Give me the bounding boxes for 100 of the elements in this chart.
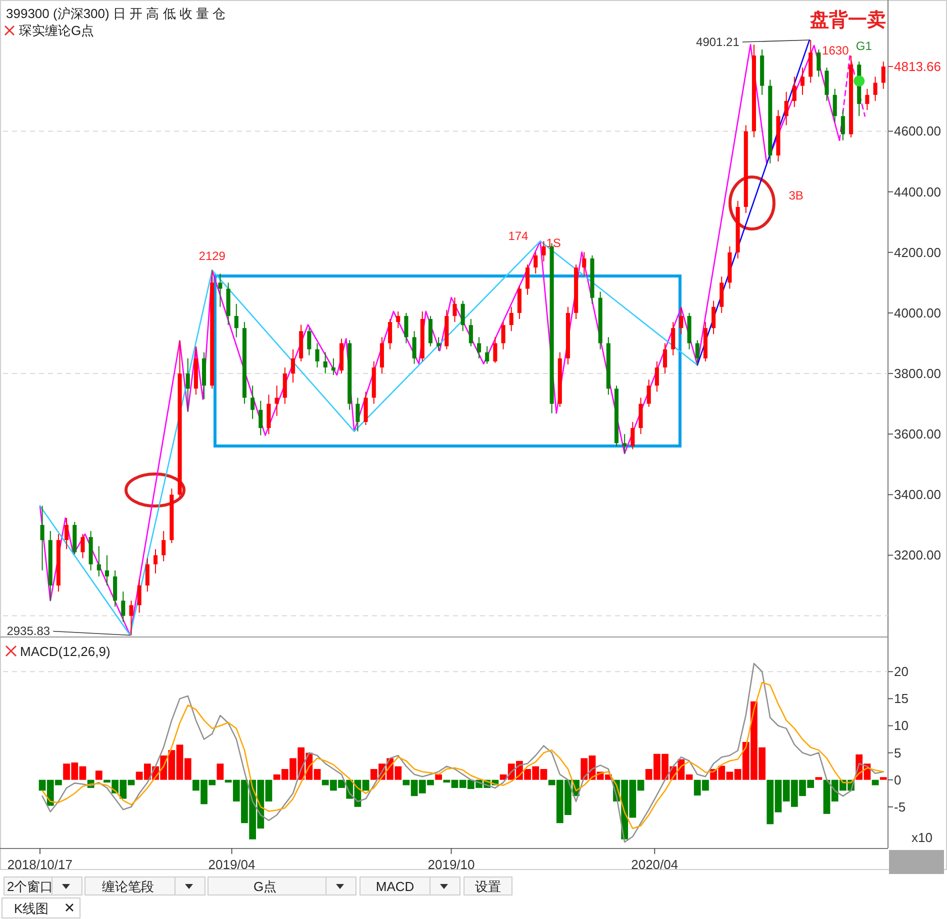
candlestick bbox=[388, 318, 392, 350]
candlestick bbox=[816, 48, 821, 78]
candlestick bbox=[542, 240, 546, 262]
candlestick bbox=[274, 385, 279, 416]
candlestick bbox=[460, 300, 465, 332]
candlestick bbox=[485, 346, 490, 364]
bar bbox=[95, 770, 102, 780]
candlestick bbox=[695, 340, 700, 366]
text: 设置 bbox=[475, 879, 501, 894]
y-tick-label: 15 bbox=[894, 691, 908, 706]
y-tick-label: 4000.00 bbox=[894, 305, 941, 320]
candlestick bbox=[646, 379, 651, 408]
candlestick bbox=[323, 352, 328, 374]
candlestick bbox=[137, 578, 142, 614]
annotation: 2935.83 bbox=[6, 624, 50, 638]
line-series bbox=[42, 682, 884, 830]
y-tick-label: 3600.00 bbox=[894, 426, 941, 442]
candlestick bbox=[234, 303, 238, 338]
x-tick-label: 2019/04 bbox=[208, 857, 256, 872]
y-tick-label: 4400.00 bbox=[894, 184, 941, 200]
candlestick bbox=[509, 306, 514, 332]
candlestick bbox=[662, 342, 668, 374]
annotation: 1630 bbox=[822, 44, 850, 58]
candlestick bbox=[412, 330, 416, 364]
candlestick bbox=[476, 336, 482, 359]
y-tick-label: 10 bbox=[894, 718, 908, 734]
y-tick-label: 20 bbox=[894, 664, 908, 680]
y-tick-label: 4200.00 bbox=[894, 244, 941, 260]
annotation: G1 bbox=[856, 38, 872, 53]
candlestick bbox=[64, 517, 69, 550]
candlestick bbox=[290, 348, 296, 384]
candlestick bbox=[104, 554, 110, 586]
annotation: 174 bbox=[508, 229, 529, 244]
candlestick bbox=[630, 421, 635, 450]
y-tick-label: -5 bbox=[894, 799, 906, 814]
bar bbox=[880, 777, 887, 780]
text: x10 bbox=[912, 830, 932, 845]
text: 缠论笔段 bbox=[102, 879, 154, 894]
x-tick-label: 2020/04 bbox=[631, 857, 678, 872]
candlestick bbox=[40, 505, 44, 571]
text: 琛实缠论G点 bbox=[19, 23, 94, 38]
candlestick bbox=[307, 328, 312, 356]
candlestick bbox=[501, 322, 506, 350]
candlestick bbox=[153, 548, 158, 574]
candlestick bbox=[145, 558, 150, 592]
candlestick bbox=[436, 336, 441, 352]
candlestick bbox=[873, 76, 878, 102]
candlestick bbox=[582, 252, 586, 278]
candlestick bbox=[315, 342, 320, 368]
candlestick bbox=[186, 358, 190, 412]
candlestick bbox=[840, 110, 845, 141]
bar bbox=[815, 777, 822, 780]
text: 2个窗口 bbox=[7, 879, 54, 894]
candlestick bbox=[218, 273, 222, 308]
candlestick bbox=[258, 400, 263, 436]
y-tick-label: 3200.00 bbox=[894, 548, 941, 563]
candlestick bbox=[881, 61, 886, 90]
candlestick bbox=[162, 530, 166, 562]
candlestick bbox=[452, 296, 457, 323]
candlestick bbox=[80, 534, 85, 559]
candlestick bbox=[526, 264, 530, 296]
candlestick bbox=[622, 434, 627, 454]
y-tick-label: 3800.00 bbox=[894, 366, 941, 382]
candlestick bbox=[654, 360, 659, 392]
text: MACD bbox=[376, 879, 414, 894]
annotation: 4901.21 bbox=[696, 35, 740, 50]
bar bbox=[216, 764, 224, 780]
y-tick-label: 5 bbox=[894, 745, 902, 760]
text: K线图 bbox=[14, 901, 49, 916]
y-tick-label: 0 bbox=[894, 772, 902, 788]
candlestick bbox=[534, 252, 538, 274]
candlestick bbox=[832, 88, 837, 123]
bar bbox=[435, 774, 442, 780]
line-series bbox=[42, 662, 884, 843]
text: MACD(12,26,9) bbox=[20, 644, 110, 659]
y-tick-label: 3400.00 bbox=[894, 487, 941, 502]
candlestick bbox=[250, 385, 255, 420]
x-tick-label: 2018/10/17 bbox=[7, 857, 73, 872]
candlestick bbox=[468, 318, 473, 347]
candlestick bbox=[96, 546, 101, 577]
candlestick bbox=[784, 91, 788, 126]
candlestick bbox=[792, 76, 796, 108]
text: G点 bbox=[253, 879, 277, 894]
annotation: 4813.66 bbox=[894, 59, 941, 74]
candlestick bbox=[129, 600, 134, 636]
candlestick bbox=[404, 312, 408, 344]
chart-title: 399300 (沪深300) 日 开 高 低 收 量 仓 bbox=[6, 6, 226, 21]
annotation: 3B bbox=[788, 188, 804, 202]
annotation: 2129 bbox=[198, 249, 226, 264]
candlestick bbox=[671, 322, 676, 356]
candlestick bbox=[356, 397, 360, 432]
candlestick bbox=[800, 67, 805, 96]
annotation: 盘背一卖 bbox=[809, 9, 886, 31]
candlestick bbox=[679, 306, 684, 335]
candlestick bbox=[331, 358, 336, 376]
candlestick bbox=[121, 591, 126, 622]
candlestick bbox=[396, 310, 400, 329]
annotation: 1S bbox=[546, 236, 561, 250]
x-tick-label: 2019/10 bbox=[428, 857, 475, 872]
candlestick bbox=[493, 336, 498, 364]
